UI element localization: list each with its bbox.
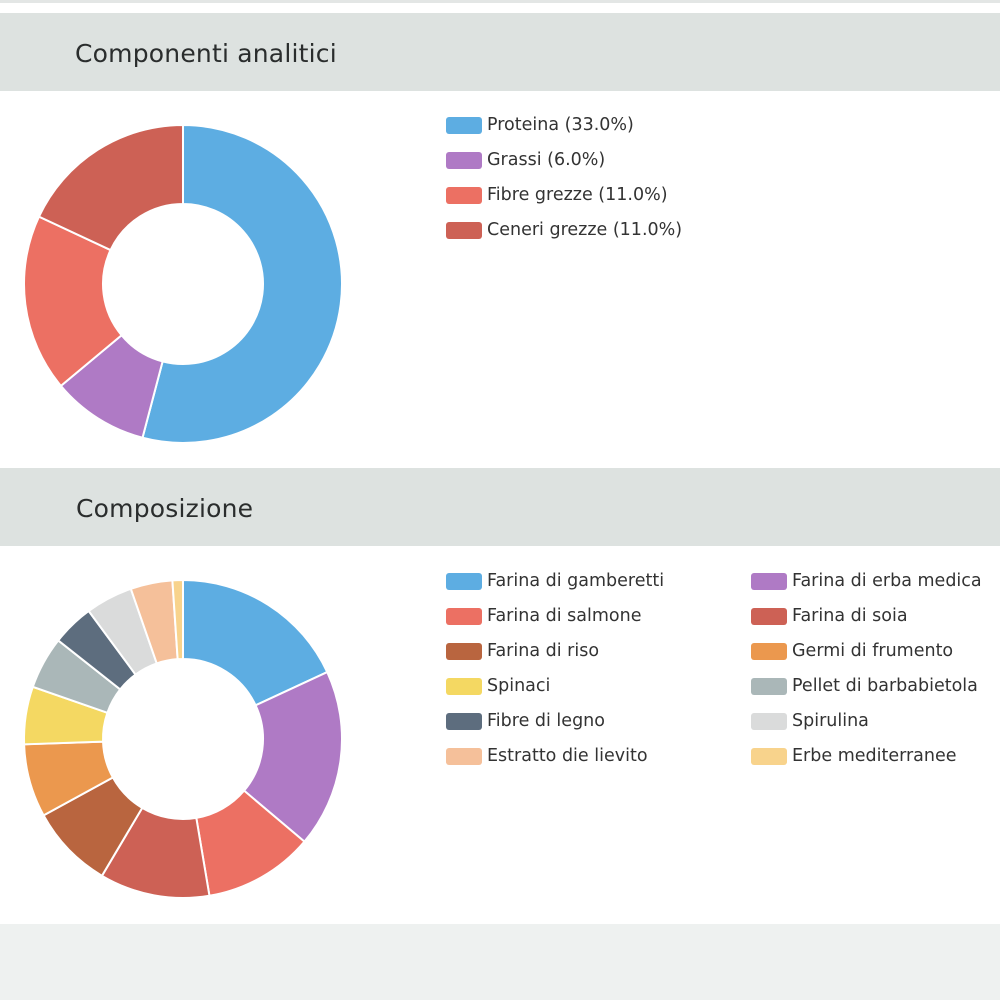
donut-slice-farina-di-erba-medica[interactable]	[242, 670, 343, 844]
legend-item[interactable]: Erbe mediterranee	[751, 744, 957, 768]
legend-swatch	[751, 642, 787, 660]
legend-item[interactable]: Farina di gamberetti	[446, 569, 664, 593]
legend-swatch	[446, 747, 482, 765]
legend-swatch	[446, 642, 482, 660]
donut-slice-erbe-mediterranee[interactable]	[171, 578, 184, 661]
legend-item[interactable]: Grassi (6.0%)	[446, 148, 605, 172]
legend-item[interactable]: Farina di salmone	[446, 604, 641, 628]
legend-swatch	[446, 677, 482, 695]
legend-label: Farina di riso	[487, 641, 600, 661]
legend-swatch	[446, 607, 482, 625]
section-title: Componenti analitici	[75, 39, 337, 68]
legend-swatch	[751, 712, 787, 730]
page-footer	[0, 924, 1000, 1000]
legend-item[interactable]: Farina di soia	[751, 604, 908, 628]
donut-slice-fibre-grezze[interactable]	[23, 215, 123, 388]
legend-label: Estratto die lievito	[487, 746, 648, 766]
section-title: Composizione	[76, 494, 254, 523]
legend-swatch	[751, 677, 787, 695]
legend-label: Fibre grezze (11.0%)	[487, 185, 668, 205]
donut-slice-ceneri-grezze[interactable]	[37, 123, 184, 252]
legend-label: Proteina (33.0%)	[487, 115, 634, 135]
donut-chart-analytic	[23, 123, 344, 444]
legend-swatch	[446, 712, 482, 730]
legend-item[interactable]: Estratto die lievito	[446, 744, 648, 768]
legend-item[interactable]: Spirulina	[751, 709, 869, 733]
legend-swatch	[751, 607, 787, 625]
legend-label: Germi di frumento	[792, 641, 954, 661]
legend-item[interactable]: Farina di erba medica	[751, 569, 982, 593]
legend-label: Farina di salmone	[487, 606, 642, 626]
legend-label: Farina di soia	[792, 606, 908, 626]
legend-label: Spirulina	[792, 711, 869, 731]
legend-swatch	[446, 572, 482, 590]
legend-swatch	[446, 186, 482, 204]
legend-item[interactable]: Spinaci	[446, 674, 550, 698]
legend-item[interactable]: Fibre di legno	[446, 709, 605, 733]
legend-item[interactable]: Pellet di barbabietola	[751, 674, 978, 698]
legend-item[interactable]: Germi di frumento	[751, 639, 953, 663]
legend-swatch	[446, 151, 482, 169]
legend-label: Fibre di legno	[487, 711, 605, 731]
legend-item[interactable]: Proteina (33.0%)	[446, 113, 634, 137]
top-divider	[0, 0, 1000, 3]
legend-swatch	[751, 572, 787, 590]
legend-label: Grassi (6.0%)	[487, 150, 606, 170]
legend-label: Spinaci	[487, 676, 551, 696]
legend-swatch	[446, 116, 482, 134]
legend-label: Farina di erba medica	[792, 571, 982, 591]
legend-label: Pellet di barbabietola	[792, 676, 978, 696]
legend-label: Erbe mediterranee	[792, 746, 957, 766]
legend-label: Ceneri grezze (11.0%)	[487, 220, 683, 240]
legend-item[interactable]: Ceneri grezze (11.0%)	[446, 218, 682, 242]
donut-slice-farina-di-gamberetti[interactable]	[182, 578, 329, 707]
legend-item[interactable]: Farina di riso	[446, 639, 599, 663]
section-header-analytic: Componenti analitici	[0, 13, 1000, 91]
donut-slice-proteina[interactable]	[141, 123, 344, 444]
legend-swatch	[446, 221, 482, 239]
donut-chart-composition	[23, 578, 343, 899]
section-header-composition: Composizione	[0, 468, 1000, 546]
legend-label: Farina di gamberetti	[487, 571, 665, 591]
legend-swatch	[751, 747, 787, 765]
legend-item[interactable]: Fibre grezze (11.0%)	[446, 183, 668, 207]
